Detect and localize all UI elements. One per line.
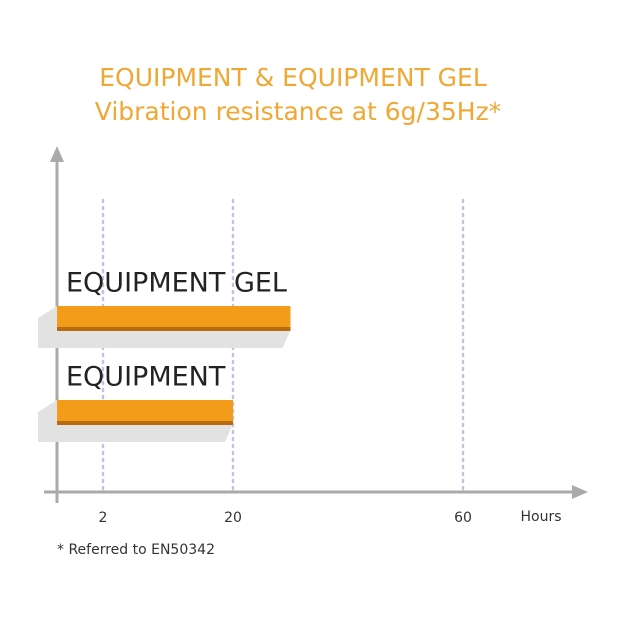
chart-title: EQUIPMENT & EQUIPMENT GEL [99, 63, 487, 92]
y-axis-arrow [50, 146, 64, 162]
x-axis-label: Hours [520, 509, 561, 525]
x-tick-label: 20 [224, 510, 242, 526]
x-axis-arrow [572, 485, 588, 499]
footnote: * Referred to EN50342 [57, 542, 215, 558]
bar-edge [57, 421, 233, 425]
bar-edge [57, 327, 291, 331]
chart-subtitle: Vibration resistance at 6g/35Hz* [95, 97, 501, 126]
grid [101, 198, 465, 492]
bar [57, 306, 291, 327]
x-tick-label: 60 [454, 510, 472, 526]
x-tick-label: 2 [99, 510, 108, 526]
bar [57, 400, 233, 421]
category-label: EQUIPMENT GEL [66, 268, 287, 299]
bars [38, 306, 291, 442]
category-label: EQUIPMENT [66, 362, 226, 393]
